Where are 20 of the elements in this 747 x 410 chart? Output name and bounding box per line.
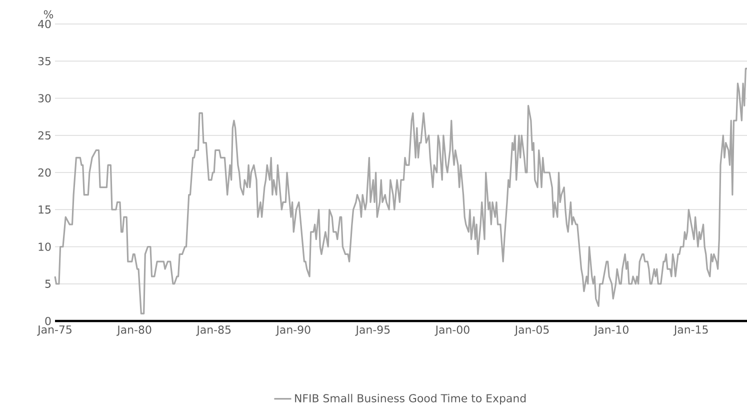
x-tick-label: Jan-15 xyxy=(673,326,708,336)
y-tick-label: 40 xyxy=(38,20,51,28)
x-tick-label: Jan-75 xyxy=(37,326,72,336)
legend-label: NFIB Small Business Good Time to Expand xyxy=(295,394,526,405)
y-tick-label: 20 xyxy=(38,168,51,177)
x-tick-label: Jan-80 xyxy=(116,326,152,336)
y-tick-label: 30 xyxy=(38,94,51,102)
y-tick-label: 5 xyxy=(45,280,51,288)
y-tick-label: 15 xyxy=(38,206,51,214)
x-tick-label: Jan-85 xyxy=(196,326,231,336)
y-tick-label: 25 xyxy=(38,131,51,140)
x-tick-label: Jan-05 xyxy=(514,326,549,336)
y-axis-title: % xyxy=(44,10,54,18)
y-tick-label: 10 xyxy=(38,242,51,251)
x-tick-label: Jan-95 xyxy=(355,326,390,336)
y-tick-label: 35 xyxy=(38,56,51,66)
x-tick-label: Jan-90 xyxy=(276,326,310,336)
x-tick-label: Jan-00 xyxy=(434,326,470,336)
x-tick-label: Jan-10 xyxy=(594,326,628,336)
y-tick-label: 0 xyxy=(45,316,51,326)
